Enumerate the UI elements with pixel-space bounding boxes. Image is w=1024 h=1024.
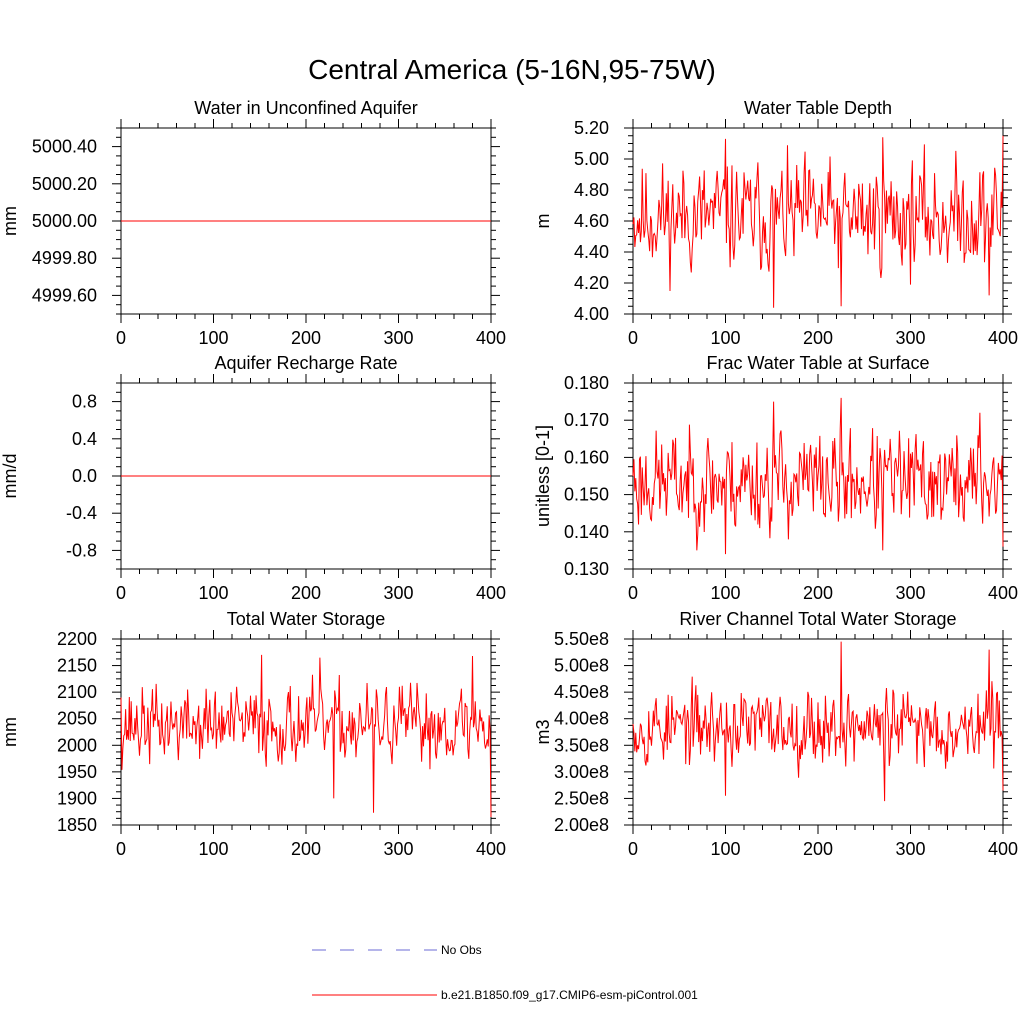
series-line <box>120 654 492 818</box>
x-tick-label: 0 <box>628 839 638 859</box>
panel-title: River Channel Total Water Storage <box>679 609 956 629</box>
y-axis-label: mm/d <box>0 454 20 499</box>
series-line <box>632 135 1004 308</box>
x-tick-label: 200 <box>803 839 833 859</box>
y-tick-label: 2050 <box>57 709 97 729</box>
legend: No Obs b.e21.B1850.f09_g17.CMIP6-esm-piC… <box>312 943 698 1002</box>
x-tick-label: 400 <box>988 328 1018 348</box>
panel-title: Total Water Storage <box>227 609 385 629</box>
panel-3: Aquifer Recharge Rate mm/d 0 100 200 300 400 -0… <box>0 353 506 603</box>
x-tick-label: 0 <box>116 583 126 603</box>
x-tick-label: 300 <box>895 328 925 348</box>
y-tick-label: 0.0 <box>72 466 97 486</box>
x-tick-label: 100 <box>198 839 228 859</box>
x-tick-label: 200 <box>291 583 321 603</box>
y-axis-label: mm <box>0 206 20 236</box>
x-tick-label: 400 <box>988 839 1018 859</box>
x-tick-label: 0 <box>116 328 126 348</box>
figure-title: Central America (5-16N,95-75W) <box>308 54 716 85</box>
x-tick-label: 100 <box>198 583 228 603</box>
x-tick-label: 300 <box>895 839 925 859</box>
x-tick-label: 400 <box>476 839 506 859</box>
y-axis-label: unitless [0-1] <box>533 425 553 527</box>
y-tick-label: 4.40 <box>574 242 609 262</box>
y-tick-label: 0.140 <box>564 522 609 542</box>
y-tick-label: 5.00e8 <box>554 656 609 676</box>
x-tick-label: 400 <box>476 583 506 603</box>
x-tick-label: 100 <box>710 328 740 348</box>
y-tick-label: -0.4 <box>66 503 97 523</box>
panel-1: Water in Unconfined Aquifer mm 0 100 200 300 4… <box>0 98 506 348</box>
y-tick-label: 0.170 <box>564 410 609 430</box>
x-tick-label: 400 <box>476 328 506 348</box>
y-tick-label: 0.180 <box>564 373 609 393</box>
y-tick-label: 5.50e8 <box>554 629 609 649</box>
x-tick-label: 300 <box>383 839 413 859</box>
y-tick-label: 4.00e8 <box>554 709 609 729</box>
y-tick-label: 0.4 <box>72 429 97 449</box>
x-tick-label: 0 <box>628 328 638 348</box>
x-tick-label: 300 <box>895 583 925 603</box>
y-tick-label: 4.50e8 <box>554 682 609 702</box>
panel-title: Frac Water Table at Surface <box>706 353 929 373</box>
series-line <box>632 397 1004 555</box>
x-tick-label: 0 <box>628 583 638 603</box>
legend-series-label: b.e21.B1850.f09_g17.CMIP6-esm-piControl.… <box>441 988 698 1002</box>
panel-6: River Channel Total Water Storage m3 0 100 2… <box>533 609 1018 859</box>
x-tick-label: 300 <box>383 328 413 348</box>
y-axis-label: m3 <box>533 719 553 744</box>
x-tick-label: 400 <box>988 583 1018 603</box>
x-tick-label: 0 <box>116 839 126 859</box>
y-tick-label: 0.160 <box>564 447 609 467</box>
y-tick-label: 5000.20 <box>32 174 97 194</box>
x-tick-label: 100 <box>198 328 228 348</box>
panel-title: Water in Unconfined Aquifer <box>194 98 417 118</box>
y-tick-label: 4999.60 <box>32 285 97 305</box>
y-tick-label: 0.130 <box>564 559 609 579</box>
y-tick-label: 5000.40 <box>32 137 97 157</box>
y-tick-label: 4.80 <box>574 180 609 200</box>
panel-title: Water Table Depth <box>744 98 892 118</box>
y-tick-label: 2.50e8 <box>554 788 609 808</box>
x-tick-label: 200 <box>291 328 321 348</box>
x-tick-label: 100 <box>710 839 740 859</box>
x-tick-label: 300 <box>383 583 413 603</box>
y-axis-label: m <box>533 214 553 229</box>
y-tick-label: 4999.80 <box>32 248 97 268</box>
y-tick-label: 0.150 <box>564 485 609 505</box>
x-tick-label: 200 <box>803 328 833 348</box>
y-tick-label: 1900 <box>57 788 97 808</box>
x-tick-label: 100 <box>710 583 740 603</box>
y-tick-label: 2100 <box>57 682 97 702</box>
plot-frame <box>120 638 492 826</box>
y-tick-label: -0.8 <box>66 540 97 560</box>
y-tick-label: 2.00e8 <box>554 815 609 835</box>
y-tick-label: 4.00 <box>574 304 609 324</box>
y-tick-label: 2200 <box>57 629 97 649</box>
panels-group: Water in Unconfined Aquifer mm 0 100 200 300 4… <box>0 98 1018 859</box>
panel-2: Water Table Depth m 0 100 200 300 400 4.00 4.20 4… <box>533 98 1018 348</box>
y-tick-label: 5.00 <box>574 149 609 169</box>
y-tick-label: 3.50e8 <box>554 735 609 755</box>
y-tick-label: 5.20 <box>574 118 609 138</box>
y-tick-label: 5000.00 <box>32 211 97 231</box>
series-line <box>632 641 1004 802</box>
panel-title: Aquifer Recharge Rate <box>214 353 397 373</box>
y-tick-label: 4.20 <box>574 273 609 293</box>
panel-5: Total Water Storage mm 0 100 200 300 400 1850 19… <box>0 609 506 859</box>
y-tick-label: 1850 <box>57 815 97 835</box>
x-tick-label: 200 <box>803 583 833 603</box>
legend-obs-label: No Obs <box>441 943 482 957</box>
y-tick-label: 0.8 <box>72 392 97 412</box>
x-tick-label: 200 <box>291 839 321 859</box>
y-axis-label: mm <box>0 717 20 747</box>
y-tick-label: 4.60 <box>574 211 609 231</box>
y-tick-label: 3.00e8 <box>554 762 609 782</box>
panel-4: Frac Water Table at Surface unitless [0-1… <box>533 353 1018 603</box>
y-tick-label: 2000 <box>57 735 97 755</box>
y-tick-label: 2150 <box>57 656 97 676</box>
y-tick-label: 1950 <box>57 762 97 782</box>
